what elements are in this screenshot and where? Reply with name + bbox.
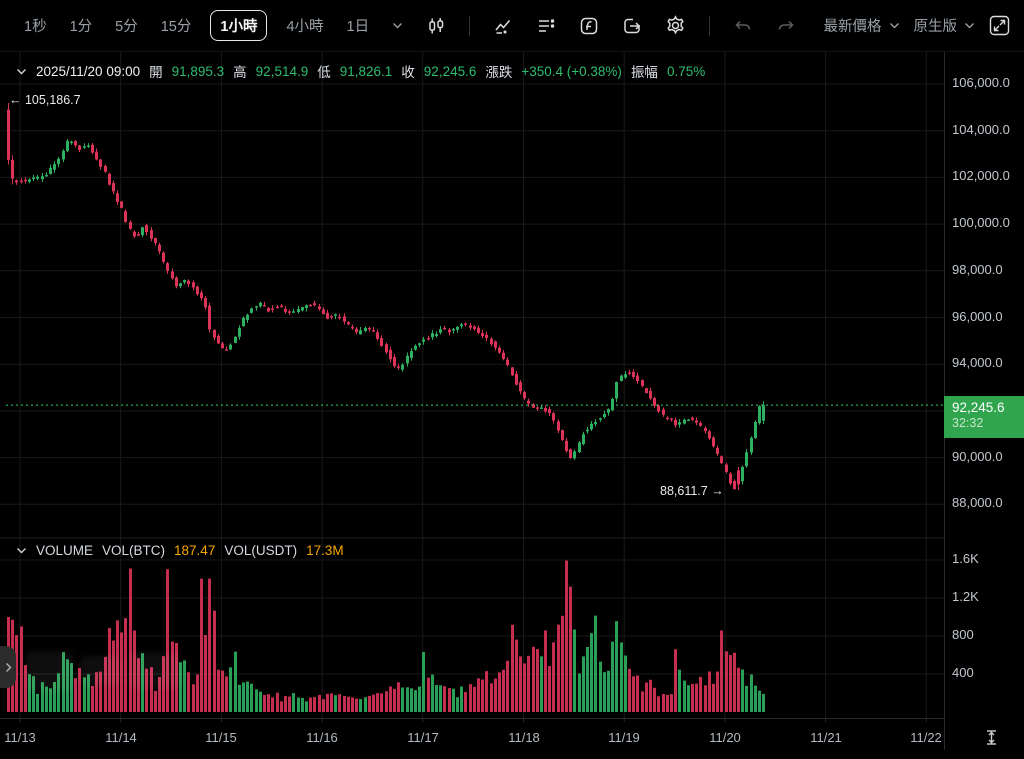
time-tick-label: 11/20 (709, 730, 741, 745)
volume-series (7, 560, 765, 712)
volume-tick-label: 400 (952, 665, 974, 680)
time-tick-label: 11/17 (407, 730, 439, 745)
toolbar-right-group: 最新價格 原生版 (824, 15, 1011, 36)
interval-5m[interactable]: 5分 (115, 19, 138, 35)
candlestick-series (7, 102, 765, 491)
time-tick-label: 11/21 (810, 730, 842, 745)
interval-4h[interactable]: 4小時 (286, 19, 324, 35)
session-low-marker: 88,611.7 → (660, 484, 724, 498)
volume-collapse-chevron-icon[interactable] (16, 547, 27, 554)
session-high-marker: ← 105,186.7 (9, 93, 81, 107)
volume-tick-label: 800 (952, 627, 974, 642)
vol-usdt-value: 17.3M (306, 543, 344, 558)
candle-style-icon[interactable] (426, 16, 446, 36)
price-tick-label: 98,000.0 (952, 262, 1003, 277)
chart-version-dropdown[interactable]: 原生版 (914, 15, 976, 36)
open-value: 91,895.3 (171, 63, 225, 79)
time-tick-label: 11/22 (910, 730, 942, 745)
price-tick-label: 106,000.0 (952, 75, 1010, 90)
interval-1d[interactable]: 1日 (346, 19, 370, 35)
vol-btc-value: 187.47 (174, 543, 216, 558)
time-tick-label: 11/13 (4, 730, 36, 745)
redo-icon[interactable] (776, 16, 796, 36)
formula-icon[interactable] (579, 16, 599, 36)
volume-tick-label: 1.2K (952, 589, 979, 604)
interval-group: 1秒 1分 5分 15分 1小時 4小時 1日 (24, 10, 796, 41)
candle-countdown: 32:32 (952, 416, 984, 430)
right-arrow-icon: → (711, 484, 724, 498)
low-label: 低 (317, 65, 331, 80)
session-high-value: 105,186.7 (24, 93, 81, 107)
high-label: 高 (233, 65, 247, 80)
price-mode-dropdown[interactable]: 最新價格 (824, 15, 900, 36)
price-scale-adjust-icon[interactable] (984, 729, 999, 751)
price-tick-label: 88,000.0 (952, 495, 1003, 510)
price-tick-label: 102,000.0 (952, 168, 1010, 183)
interval-1h-selected[interactable]: 1小時 (210, 10, 268, 41)
close-value: 92,245.6 (423, 63, 477, 79)
chart-toolbar: 1秒 1分 5分 15分 1小時 4小時 1日 (0, 0, 1024, 52)
interval-15m[interactable]: 15分 (160, 19, 192, 35)
interval-1m[interactable]: 1分 (69, 19, 93, 35)
vol-btc-label: VOL(BTC) (102, 543, 166, 558)
high-value: 92,514.9 (255, 63, 309, 79)
toolbar-divider (709, 15, 711, 36)
change-label: 漲跌 (485, 65, 513, 80)
left-arrow-icon: ← (9, 93, 22, 107)
price-tick-label: 100,000.0 (952, 215, 1010, 230)
time-tick-label: 11/14 (105, 730, 137, 745)
amplitude-value: 0.75% (666, 63, 706, 79)
indicator-line-icon[interactable] (493, 16, 513, 36)
toolbar-divider (469, 15, 471, 36)
candle-datetime: 2025/11/20 09:00 (36, 63, 141, 79)
vol-usdt-label: VOL(USDT) (224, 543, 298, 558)
amplitude-label: 振幅 (630, 65, 658, 80)
grid-lines (0, 52, 944, 718)
price-tick-label: 94,000.0 (952, 355, 1003, 370)
price-tick-label: 96,000.0 (952, 309, 1003, 324)
ohlc-info-row: 2025/11/20 09:00 開 91,895.3 高 92,514.9 低… (16, 61, 705, 81)
time-tick-label: 11/15 (205, 730, 237, 745)
low-value: 91,826.1 (339, 63, 393, 79)
session-low-value: 88,611.7 (660, 484, 708, 498)
settings-gear-icon[interactable] (665, 15, 686, 36)
change-value: +350.4 (+0.38%) (521, 63, 622, 79)
time-tick-label: 11/19 (608, 730, 640, 745)
expand-panel-handle[interactable] (0, 646, 16, 688)
price-tick-label: 90,000.0 (952, 449, 1003, 464)
interval-more-chevron-icon[interactable] (392, 22, 403, 29)
fullscreen-icon[interactable] (989, 15, 1010, 36)
volume-header-row: VOLUME VOL(BTC) 187.47 VOL(USDT) 17.3M (16, 543, 344, 558)
last-price-value: 92,245.6 (952, 400, 1005, 415)
exchange-watermark (26, 648, 180, 694)
price-tick-label: 104,000.0 (952, 122, 1010, 137)
undo-icon[interactable] (733, 16, 753, 36)
last-price-badge: 92,245.6 32:32 (944, 396, 1024, 438)
time-tick-label: 11/18 (508, 730, 540, 745)
volume-tick-label: 1.6K (952, 551, 979, 566)
collapse-chevron-icon[interactable] (16, 68, 27, 75)
interval-1s[interactable]: 1秒 (24, 19, 47, 35)
save-layout-icon[interactable] (622, 16, 642, 36)
indicator-list-icon[interactable] (536, 16, 556, 36)
volume-title: VOLUME (36, 543, 94, 558)
close-label: 收 (401, 65, 415, 80)
time-axis[interactable]: 11/13 11/14 11/15 11/16 11/17 11/18 11/1… (0, 718, 944, 751)
time-tick-label: 11/16 (306, 730, 338, 745)
open-label: 開 (149, 65, 163, 80)
